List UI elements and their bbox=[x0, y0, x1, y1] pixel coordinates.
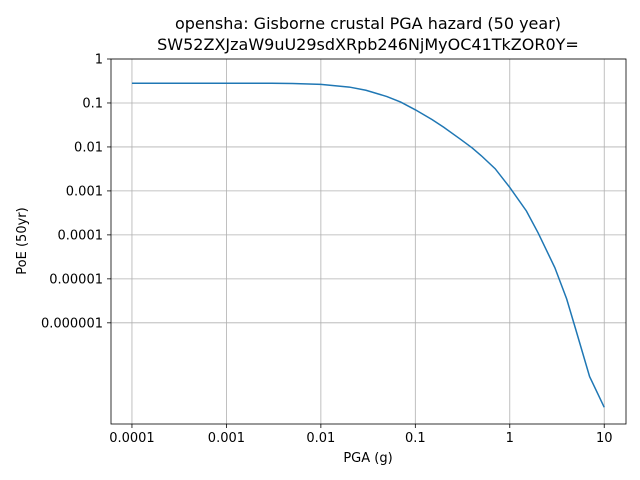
y-tick-label: 1 bbox=[95, 53, 103, 68]
axes-frame bbox=[110, 58, 627, 425]
y-tick-label: 0.001 bbox=[66, 184, 103, 199]
x-axis: 0.0001 0.001 0.01 0.1 1 10 bbox=[109, 424, 613, 446]
x-tick-label: 10 bbox=[596, 431, 613, 446]
plot-area bbox=[111, 59, 626, 424]
y-axis: 1 0.1 0.01 0.001 0.0001 0.00001 0.000001 bbox=[41, 53, 111, 331]
y-tick-label: 0.01 bbox=[74, 140, 103, 155]
y-tick-label: 0.1 bbox=[82, 96, 103, 111]
chart-subtitle: SW52ZXJzaW9uU29sdXRpb246NjMyOC41TkZOR0Y= bbox=[157, 35, 579, 54]
x-tick-label: 0.01 bbox=[306, 431, 335, 446]
x-tick-label: 0.1 bbox=[405, 431, 426, 446]
curve-layer bbox=[131, 82, 605, 408]
grid bbox=[111, 58, 626, 424]
y-tick-label: 0.00001 bbox=[49, 272, 103, 287]
hazard-curve bbox=[131, 82, 605, 408]
y-axis-label: PoE (50yr) bbox=[15, 207, 30, 274]
x-tick-label: 0.001 bbox=[208, 431, 245, 446]
chart-title: opensha: Gisborne crustal PGA hazard (50… bbox=[175, 14, 561, 33]
y-tick-label: 0.000001 bbox=[41, 316, 103, 331]
x-tick-label: 0.0001 bbox=[109, 431, 155, 446]
y-tick-label: 0.0001 bbox=[58, 228, 104, 243]
x-tick-label: 1 bbox=[506, 431, 514, 446]
x-axis-label: PGA (g) bbox=[343, 451, 392, 466]
